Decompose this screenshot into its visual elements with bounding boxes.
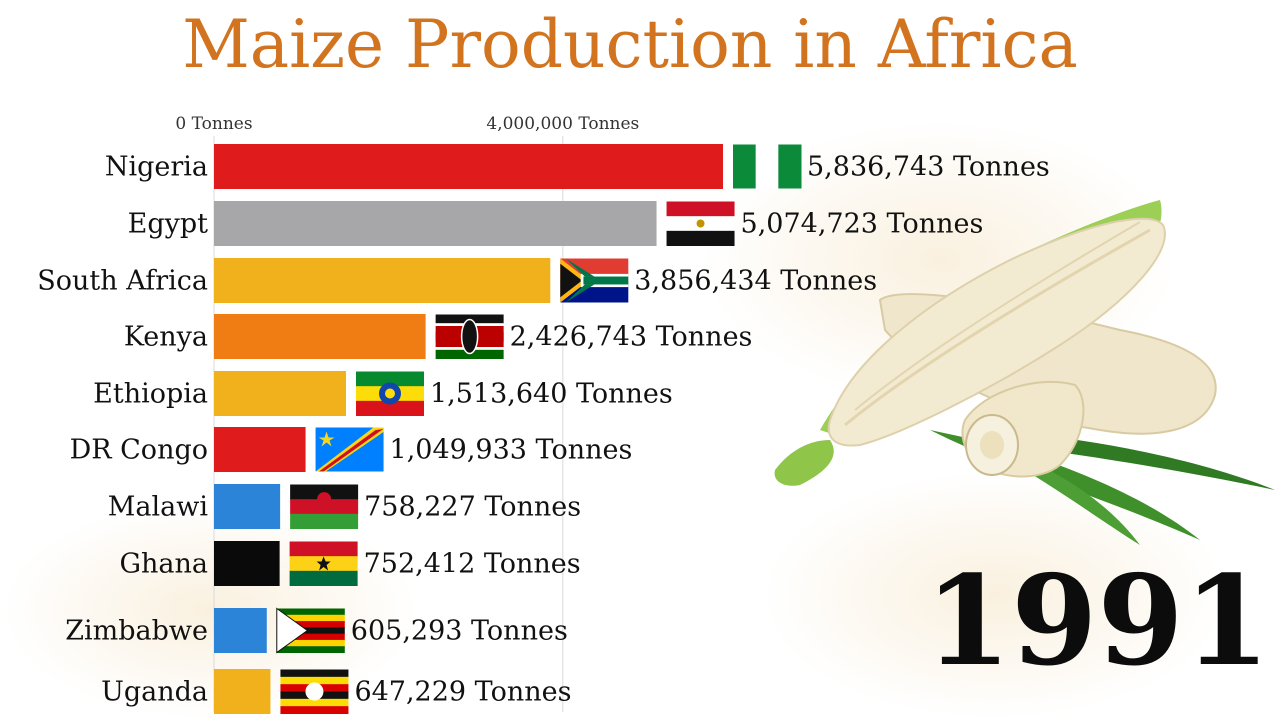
bar	[214, 541, 280, 586]
country-label: DR Congo	[70, 435, 208, 466]
egypt-flag	[666, 201, 735, 246]
nigeria-flag	[733, 144, 802, 189]
ethiopia-flag	[355, 371, 424, 416]
background-decoration	[0, 500, 420, 720]
bar	[214, 371, 346, 416]
bar	[214, 258, 551, 303]
value-label: 5,836,743 Tonnes	[807, 152, 1050, 183]
zimbabwe-flag	[276, 607, 345, 654]
south-africa-flag	[560, 258, 629, 303]
bar	[214, 608, 267, 653]
value-label: 758,227 Tonnes	[364, 492, 581, 523]
x-tick-label: 4,000,000 Tonnes	[486, 114, 639, 134]
bar	[214, 484, 281, 529]
corn-cob-illustration	[774, 200, 1275, 545]
country-label: Ethiopia	[93, 379, 208, 410]
country-label: South Africa	[37, 266, 208, 297]
country-label: Uganda	[101, 677, 208, 708]
country-label: Ghana	[119, 549, 208, 580]
malawi-flag	[290, 484, 359, 529]
kenya-flag	[435, 314, 504, 359]
value-label: 752,412 Tonnes	[364, 549, 581, 580]
ghana-flag	[289, 541, 358, 586]
value-label: 5,074,723 Tonnes	[741, 209, 984, 240]
bar	[214, 669, 271, 714]
value-label: 2,426,743 Tonnes	[510, 322, 753, 353]
country-label: Malawi	[108, 492, 209, 523]
country-label: Zimbabwe	[65, 616, 208, 647]
value-label: 1,513,640 Tonnes	[430, 379, 673, 410]
chart-title: Maize Production in Africa	[182, 6, 1078, 83]
value-label: 605,293 Tonnes	[351, 616, 568, 647]
x-tick-label: 0 Tonnes	[175, 114, 252, 134]
bar	[214, 201, 657, 246]
value-label: 3,856,434 Tonnes	[634, 266, 877, 297]
uganda-flag	[280, 669, 349, 714]
value-label: 647,229 Tonnes	[354, 677, 571, 708]
value-label: 1,049,933 Tonnes	[390, 435, 633, 466]
bar	[214, 427, 306, 472]
country-label: Nigeria	[105, 152, 208, 183]
bar	[214, 314, 426, 359]
year-label: 1991	[924, 549, 1270, 694]
country-label: Kenya	[124, 322, 208, 353]
country-label: Egypt	[128, 209, 209, 240]
dr-congo-flag	[315, 427, 384, 472]
bar	[214, 144, 723, 189]
